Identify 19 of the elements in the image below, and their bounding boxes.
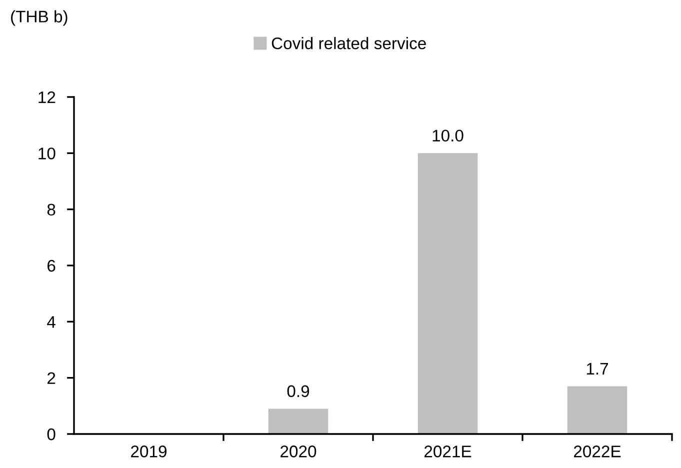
y-tick-label: 8 — [47, 204, 56, 216]
y-tick-label: 4 — [47, 316, 56, 328]
y-tick-label: 6 — [48, 260, 56, 272]
y-tick-label: 2 — [48, 372, 56, 384]
x-tick-label: 2022E — [574, 446, 621, 458]
y-tick-label: 10 — [38, 148, 56, 160]
bar — [268, 408, 328, 434]
legend-label: Covid related service — [272, 37, 426, 50]
data-label: 0.9 — [287, 385, 310, 398]
y-axis-title: (THB b) — [11, 10, 68, 26]
x-tick-label: 2020 — [280, 446, 316, 458]
bar — [567, 386, 628, 434]
data-label: 10.0 — [432, 130, 464, 142]
bar — [418, 153, 478, 434]
x-tick-label: 2021E — [424, 446, 472, 458]
y-tick-label: 12 — [38, 91, 56, 104]
x-tick-label: 2019 — [131, 446, 166, 458]
y-tick-label: 0 — [47, 428, 56, 440]
data-label: 1.7 — [586, 363, 608, 374]
